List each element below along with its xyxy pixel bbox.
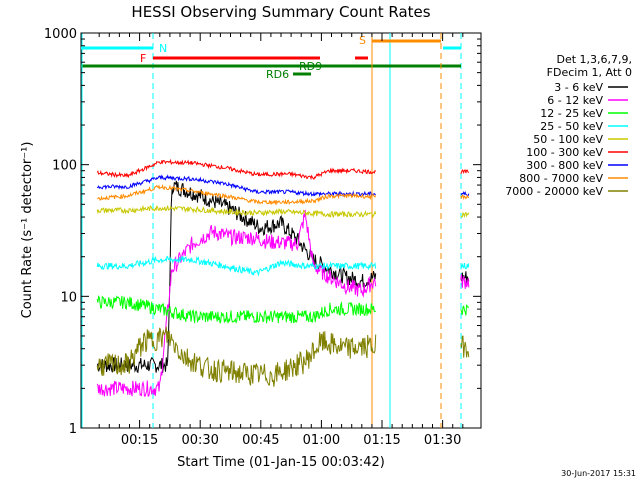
legend-header: Det 1,3,6,7,9, xyxy=(556,53,632,66)
x-axis-label: Start Time (01-Jan-15 00:03:42) xyxy=(177,455,385,470)
annotation-label: S xyxy=(359,34,366,47)
legend-entry-label: 300 - 800 keV xyxy=(526,159,603,172)
x-tick-label: 00:30 xyxy=(181,433,218,448)
series-line-6 xyxy=(96,174,376,198)
series-line-1 xyxy=(96,209,377,397)
legend-entry-label: 800 - 7000 keV xyxy=(519,172,603,185)
y-tick-label: 10 xyxy=(60,290,77,305)
footer-date: 30-Jun-2017 15:31 xyxy=(561,469,636,478)
series-line-2 xyxy=(460,304,470,316)
y-tick-label: 100 xyxy=(52,159,77,174)
chart-title: HESSI Observing Summary Count Rates xyxy=(131,3,430,21)
x-axis: 00:15 00:30 00:45 01:00 01:15 01:30 xyxy=(98,33,464,448)
annotation-label: N xyxy=(159,42,167,55)
series-layer xyxy=(96,158,470,397)
series-line-8 xyxy=(96,326,377,387)
legend-header: FDecim 1, Att 0 xyxy=(547,66,632,79)
x-tick-label: 01:15 xyxy=(363,433,400,448)
series-line-3 xyxy=(460,262,470,270)
legend-entry-label: 50 - 100 keV xyxy=(533,133,603,146)
x-tick-label: 01:30 xyxy=(424,433,461,448)
legend: Det 1,3,6,7,9,FDecim 1, Att 0 3 - 6 keV6 … xyxy=(505,53,632,198)
series-line-4 xyxy=(460,211,470,218)
y-tick-label: 1000 xyxy=(44,27,77,42)
x-tick-label: 01:00 xyxy=(303,433,340,448)
series-line-1 xyxy=(460,274,470,289)
legend-entry-label: 12 - 25 keV xyxy=(540,107,603,120)
legend-entry-label: 6 - 12 keV xyxy=(547,94,603,107)
annotation-label: RD6 xyxy=(266,68,289,81)
series-line-4 xyxy=(96,204,377,218)
legend-entry-label: 25 - 50 keV xyxy=(540,120,603,133)
annotation-label: F xyxy=(140,52,146,65)
series-line-2 xyxy=(96,295,377,325)
y-axis: 1 10 100 1000 xyxy=(44,27,481,437)
annotation-layer: NF RD9 RD6 S xyxy=(81,33,462,428)
x-tick-label: 00:45 xyxy=(242,433,279,448)
y-axis-label: Count Rate (s⁻¹ detector⁻¹) xyxy=(20,142,35,319)
series-line-5 xyxy=(96,158,377,181)
series-line-0 xyxy=(460,271,470,284)
x-tick-label: 00:15 xyxy=(121,433,158,448)
series-line-7 xyxy=(97,183,377,206)
plot-area: NF RD9 RD6 S xyxy=(80,32,482,429)
legend-entry-label: 7000 - 20000 keV xyxy=(505,185,603,198)
series-line-7 xyxy=(460,194,470,201)
legend-entry-label: 3 - 6 keV xyxy=(554,81,603,94)
series-line-8 xyxy=(460,335,470,358)
series-line-3 xyxy=(96,255,377,277)
legend-entry-label: 100 - 300 keV xyxy=(526,146,603,159)
plot-frame xyxy=(80,32,482,429)
series-line-5 xyxy=(460,169,470,175)
annotation-label: RD9 xyxy=(299,60,322,73)
y-tick-label: 1 xyxy=(69,422,77,437)
